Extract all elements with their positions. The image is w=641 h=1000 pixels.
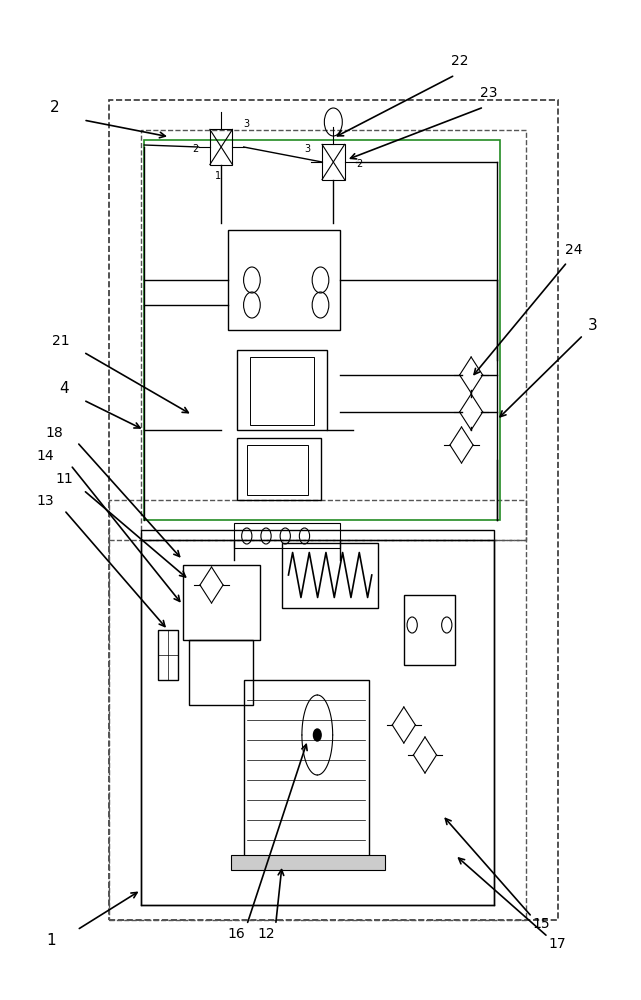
Bar	[244, 680, 369, 860]
Text: 1: 1	[215, 171, 221, 181]
Bar	[158, 630, 178, 680]
Bar	[237, 438, 320, 500]
Text: 11: 11	[55, 472, 73, 486]
Bar	[144, 140, 500, 520]
Text: 14: 14	[36, 449, 54, 463]
Bar	[231, 855, 385, 870]
Bar	[250, 357, 314, 425]
Text: 3: 3	[588, 318, 598, 333]
Text: 23: 23	[479, 86, 497, 100]
Text: 15: 15	[533, 917, 551, 931]
Bar	[237, 350, 327, 430]
Bar	[247, 445, 308, 495]
Text: 2: 2	[49, 100, 60, 115]
Bar	[322, 144, 345, 180]
Text: 3: 3	[304, 144, 311, 154]
Text: 2: 2	[192, 144, 199, 154]
Bar	[183, 565, 260, 640]
Text: 17: 17	[549, 937, 567, 951]
Text: 13: 13	[36, 494, 54, 508]
Text: 1: 1	[46, 933, 56, 948]
Circle shape	[313, 729, 321, 741]
Bar	[109, 100, 558, 920]
Bar	[234, 523, 340, 548]
Text: 3: 3	[244, 119, 250, 129]
Bar	[109, 500, 526, 920]
Bar	[228, 230, 340, 330]
Text: 18: 18	[46, 426, 63, 440]
Text: 24: 24	[565, 243, 583, 257]
Text: 4: 4	[59, 381, 69, 396]
Text: 16: 16	[227, 927, 245, 941]
Bar	[141, 130, 526, 540]
Text: 12: 12	[257, 927, 275, 941]
Bar	[282, 542, 378, 608]
Text: 21: 21	[52, 334, 70, 348]
Bar	[404, 595, 455, 665]
Bar	[189, 640, 253, 705]
Bar	[210, 129, 233, 165]
Text: 22: 22	[451, 54, 469, 68]
Text: 2: 2	[356, 159, 362, 169]
Bar	[141, 530, 494, 905]
